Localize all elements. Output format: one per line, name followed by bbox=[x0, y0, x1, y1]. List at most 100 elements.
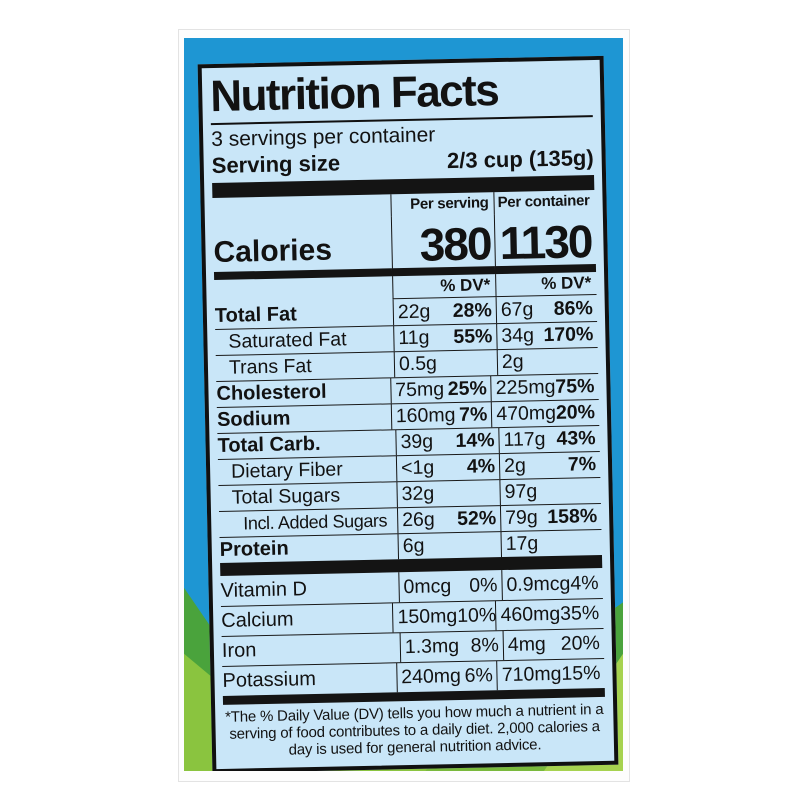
value-per-serving: 160mg 7% bbox=[390, 401, 492, 430]
nutrient-name: Saturated Fat bbox=[228, 328, 347, 353]
nutrient-name: Vitamin D bbox=[220, 577, 308, 602]
value-per-container: 17g bbox=[500, 528, 602, 558]
nutrient-name-cell: Total Sugars bbox=[218, 481, 397, 511]
amount: 34g bbox=[501, 324, 535, 348]
calories-label: Calories bbox=[213, 233, 333, 270]
nutrition-label: Nutrition Facts 3 servings per container… bbox=[197, 55, 619, 771]
amount: 97g bbox=[504, 480, 538, 504]
nutrient-name-cell: Trans Fat bbox=[215, 351, 395, 382]
value-per-serving: 11g 55% bbox=[393, 323, 497, 352]
nutrient-name: Iron bbox=[221, 639, 257, 662]
amount: 710mg bbox=[501, 662, 562, 687]
value-per-serving: 1.3mg 8% bbox=[399, 630, 504, 663]
daily-value-percent: 25% bbox=[447, 377, 488, 401]
value-per-serving: 240mg 6% bbox=[395, 660, 498, 693]
amount: 240mg bbox=[401, 664, 462, 689]
daily-value-percent: 35% bbox=[559, 602, 600, 625]
value-per-serving: <1g 4% bbox=[395, 453, 500, 482]
nutrient-name: Sodium bbox=[216, 407, 291, 432]
value-per-container: 0.9mcg 4% bbox=[501, 567, 603, 601]
dv-header-per-serving: % DV* bbox=[392, 274, 496, 300]
daily-value-footnote: *The % Daily Value (DV) tells you how mu… bbox=[224, 700, 604, 759]
value-per-container: 34g 170% bbox=[496, 321, 598, 350]
daily-value-percent: 4% bbox=[570, 571, 599, 595]
value-per-serving: 0mcg 0% bbox=[398, 570, 502, 603]
nutrient-name: Trans Fat bbox=[228, 355, 312, 379]
value-per-container: 67g 86% bbox=[495, 295, 598, 324]
dv-header-per-container: % DV* bbox=[495, 272, 597, 298]
daily-value-percent: 0% bbox=[469, 573, 498, 597]
amount: 32g bbox=[401, 482, 435, 506]
calories-row: Calories 380 1130 bbox=[213, 212, 596, 272]
nutrient-name: Potassium bbox=[222, 668, 317, 692]
amount: 67g bbox=[500, 297, 534, 321]
nutrient-name: Cholesterol bbox=[216, 380, 327, 406]
amount: 79g bbox=[504, 506, 538, 530]
nutrient-name-cell: Potassium bbox=[222, 662, 397, 696]
amount: 0.5g bbox=[398, 352, 438, 376]
daily-value-percent: 20% bbox=[555, 401, 596, 424]
daily-value-percent: 55% bbox=[453, 325, 493, 349]
value-per-container: 225mg 75% bbox=[490, 373, 599, 402]
amount: 0mcg bbox=[403, 574, 452, 598]
value-per-serving: 0.5g bbox=[393, 349, 498, 378]
product-photo: Nutrition Facts 3 servings per container… bbox=[178, 29, 630, 782]
amount: 17g bbox=[505, 532, 539, 555]
nutrient-name-cell: Iron bbox=[221, 632, 401, 666]
daily-value-percent: 158% bbox=[547, 505, 598, 529]
amount: 117g bbox=[503, 428, 546, 452]
nutrient-name-cell: Saturated Fat bbox=[215, 325, 394, 356]
amount: 75mg bbox=[395, 378, 445, 402]
daily-value-percent: 15% bbox=[561, 662, 601, 685]
amount: 460mg bbox=[500, 602, 561, 627]
daily-value-percent: 7% bbox=[458, 403, 488, 426]
value-per-container: 710mg 15% bbox=[496, 657, 605, 691]
sky-background: Nutrition Facts 3 servings per container… bbox=[184, 38, 623, 771]
value-per-container: 2g 7% bbox=[498, 451, 601, 480]
nutrient-name-cell: Incl. Added Sugars bbox=[218, 507, 398, 537]
daily-value-percent: 52% bbox=[456, 507, 497, 531]
daily-value-percent: 86% bbox=[553, 296, 594, 320]
daily-value-percent: 6% bbox=[464, 664, 494, 687]
value-per-serving: 75mg 25% bbox=[389, 375, 492, 404]
value-per-container: 4mg 20% bbox=[502, 627, 605, 661]
nutrient-name-cell: Dietary Fiber bbox=[217, 455, 397, 486]
amount: 0.9mcg bbox=[506, 572, 571, 596]
daily-value-percent: 43% bbox=[556, 427, 596, 450]
daily-value-percent: 8% bbox=[470, 634, 500, 657]
nutrient-name-cell: Cholesterol bbox=[216, 377, 391, 408]
daily-value-percent: 14% bbox=[455, 429, 495, 453]
amount: 22g bbox=[397, 300, 431, 323]
amount: 2g bbox=[503, 454, 527, 478]
value-per-serving: 22g 28% bbox=[392, 297, 497, 326]
amount: 39g bbox=[400, 430, 434, 454]
per-serving-header: Per serving bbox=[390, 192, 494, 217]
nutrient-name-cell: Sodium bbox=[216, 403, 392, 434]
nutrient-name: Calcium bbox=[221, 608, 294, 632]
amount: <1g bbox=[400, 456, 435, 480]
nutrient-name-cell: Total Fat bbox=[215, 299, 394, 329]
value-per-serving: 32g bbox=[396, 479, 500, 508]
amount: 225mg bbox=[495, 375, 556, 400]
nutrient-name-cell: Protein bbox=[219, 533, 399, 563]
daily-value-percent: 20% bbox=[560, 632, 601, 655]
nutrient-name: Dietary Fiber bbox=[230, 458, 343, 483]
nutrient-name: Incl. Added Sugars bbox=[243, 510, 388, 534]
per-container-header: Per container bbox=[493, 190, 595, 215]
nutrient-name: Protein bbox=[219, 537, 289, 561]
nutrient-rows-section: Total Fat 22g 28% 67g 86% Saturated Fat 11g 55%… bbox=[215, 295, 602, 563]
calories-per-serving: 380 bbox=[390, 214, 495, 271]
amount: 470mg bbox=[496, 401, 557, 426]
calories-per-container: 1130 bbox=[493, 212, 596, 269]
nutrition-facts-title: Nutrition Facts bbox=[210, 66, 593, 125]
value-per-container: 117g 43% bbox=[498, 425, 600, 454]
serving-size-value: 2/3 cup (135g) bbox=[446, 145, 594, 174]
value-per-container: 2g bbox=[496, 347, 599, 376]
nutrient-name: Total Sugars bbox=[231, 484, 341, 509]
value-per-serving: 6g bbox=[397, 531, 502, 560]
serving-size-label: Serving size bbox=[211, 150, 341, 179]
value-per-serving: 39g 14% bbox=[395, 427, 499, 456]
value-per-container: 460mg 35% bbox=[495, 597, 604, 631]
amount: 11g bbox=[398, 326, 430, 350]
daily-value-percent: 75% bbox=[555, 375, 595, 398]
